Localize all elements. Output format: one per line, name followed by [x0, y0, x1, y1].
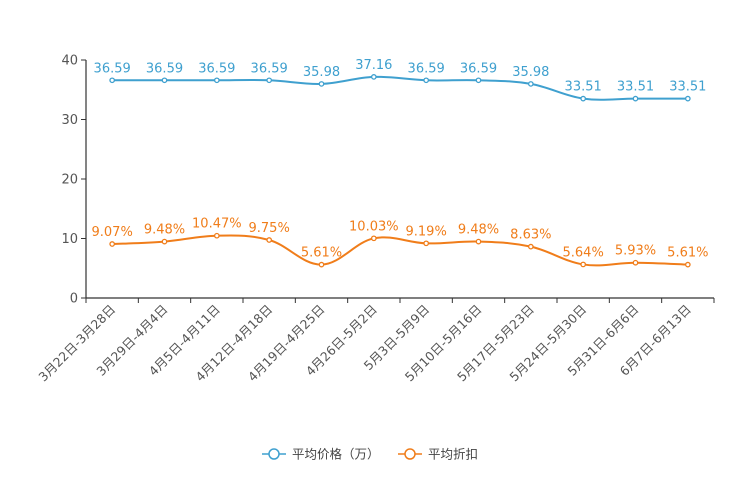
legend-item-0[interactable]: 平均价格（万）	[262, 447, 380, 462]
data-label: 5.64%	[563, 245, 604, 260]
data-label: 10.03%	[349, 219, 399, 234]
legend-label: 平均折扣	[428, 447, 478, 462]
data-label: 36.59	[251, 61, 288, 76]
y-tick-label: 30	[61, 113, 78, 128]
data-point[interactable]	[580, 95, 587, 102]
data-point[interactable]	[632, 259, 639, 266]
data-label: 33.51	[565, 80, 602, 95]
y-tick-label: 10	[61, 232, 78, 247]
data-label: 9.75%	[249, 221, 290, 236]
data-point[interactable]	[213, 77, 220, 84]
data-point[interactable]	[527, 243, 534, 250]
data-label: 9.48%	[144, 223, 185, 238]
data-point[interactable]	[109, 241, 116, 247]
data-label: 33.51	[617, 80, 654, 95]
data-label: 35.98	[512, 65, 549, 80]
data-label: 9.48%	[458, 223, 499, 238]
data-label: 35.98	[303, 65, 340, 80]
legend-label: 平均价格（万）	[292, 447, 380, 462]
y-tick-label: 20	[61, 173, 78, 188]
legend-marker-icon	[268, 448, 280, 460]
data-point[interactable]	[161, 238, 168, 245]
data-point[interactable]	[161, 77, 168, 84]
data-point[interactable]	[423, 240, 430, 247]
data-label: 8.63%	[510, 228, 551, 243]
chart-data-labels: 36.59 36.59 36.59 36.59 35.98 37.16 36.59 36.59…	[92, 58, 709, 261]
data-label: 37.16	[355, 58, 392, 73]
data-point[interactable]	[684, 261, 691, 268]
data-label: 36.59	[460, 61, 497, 76]
data-label: 9.07%	[92, 225, 133, 240]
data-label: 5.93%	[615, 244, 656, 259]
data-label: 33.51	[669, 80, 706, 95]
data-label: 36.59	[198, 61, 235, 76]
data-point[interactable]	[318, 81, 325, 87]
data-label: 36.59	[94, 61, 131, 76]
data-point[interactable]	[370, 235, 377, 242]
data-point[interactable]	[109, 77, 116, 84]
data-point[interactable]	[684, 95, 691, 102]
data-point[interactable]	[580, 261, 587, 268]
data-label: 5.61%	[301, 246, 342, 261]
data-label: 36.59	[408, 61, 445, 76]
data-point[interactable]	[475, 238, 482, 245]
data-point[interactable]	[632, 95, 639, 102]
series-line-0	[112, 75, 688, 101]
data-label: 10.47%	[192, 217, 242, 232]
data-point[interactable]	[527, 81, 534, 87]
data-point[interactable]	[266, 237, 273, 243]
data-point[interactable]	[266, 77, 273, 84]
data-point[interactable]	[423, 77, 430, 84]
legend-item-1[interactable]: 平均折扣	[398, 447, 478, 462]
data-label: 9.19%	[406, 224, 447, 239]
data-point[interactable]	[213, 232, 220, 239]
y-tick-label: 0	[70, 292, 78, 307]
data-point[interactable]	[318, 261, 325, 268]
series-line-1	[112, 234, 688, 267]
y-tick-label: 40	[61, 54, 78, 69]
chart-series	[109, 74, 691, 268]
data-point[interactable]	[370, 74, 377, 80]
data-point[interactable]	[475, 77, 482, 84]
data-label: 5.61%	[667, 246, 708, 261]
chart-legend[interactable]: 平均价格（万） 平均折扣	[262, 447, 478, 462]
data-label: 36.59	[146, 61, 183, 76]
legend-marker-icon	[404, 448, 416, 460]
